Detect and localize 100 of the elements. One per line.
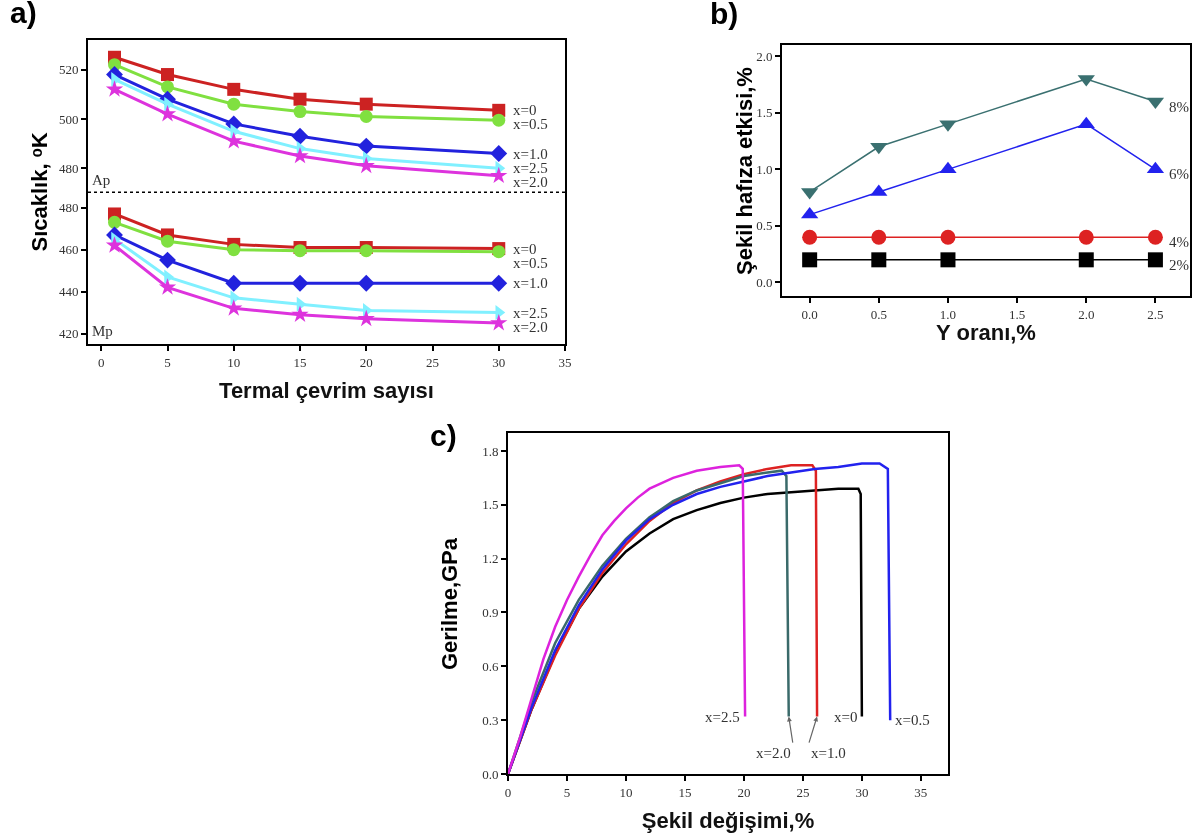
point [225, 299, 243, 316]
series-label: x=2.0 [513, 319, 548, 335]
y-tick-label: 460 [58, 242, 79, 258]
x-tick-label: 5 [563, 784, 571, 800]
point [158, 278, 177, 295]
point [357, 137, 375, 155]
series-label: x=0 [834, 709, 858, 725]
series-label: x=2.0 [756, 745, 791, 761]
point [357, 309, 375, 327]
point [293, 105, 307, 119]
y-tick-label: 2.0 [756, 48, 773, 64]
annotation: Mp [92, 323, 113, 339]
y-tick-label: 520 [58, 62, 79, 78]
series-label: x=0 [513, 102, 537, 118]
point [227, 97, 241, 111]
x-tick-label: 25 [796, 784, 810, 800]
x-tick-label: 2.5 [1147, 306, 1164, 322]
x-tick-label: 5 [164, 354, 171, 370]
y-tick-label: 1.0 [756, 161, 773, 177]
x-tick-label: 0 [504, 784, 512, 800]
point [105, 80, 124, 97]
x-tick-label: 30 [492, 354, 506, 370]
y-tick-label: 440 [58, 284, 79, 300]
series-label: x=1.0 [513, 146, 548, 162]
point [1078, 229, 1094, 245]
series-label: 8% [1169, 99, 1189, 115]
y-tick-label: 0.5 [756, 218, 773, 234]
x-tick-label: 35 [558, 354, 572, 370]
series-label: x=2.5 [705, 709, 740, 725]
x-axis-title: Şekil değişimi,% [641, 808, 815, 833]
series-label: x=0.5 [895, 712, 930, 728]
y-axis-title: Şekil hafıza etkisi,% [732, 66, 757, 275]
x-tick-label: 25 [426, 354, 439, 370]
x-tick-label: 1.5 [1008, 306, 1026, 322]
y-tick-label: 1.8 [482, 443, 499, 459]
series-label: x=2.0 [513, 174, 548, 190]
x-axis-title: Termal çevrim sayısı [219, 378, 434, 403]
annotation: Ap [92, 172, 111, 188]
x-tick-label: 20 [359, 354, 373, 370]
point [871, 252, 887, 268]
y-tick-label: 1.5 [482, 497, 499, 513]
series-label: 2% [1169, 257, 1189, 273]
series-label: 4% [1169, 234, 1189, 250]
y-tick-label: 1.5 [756, 105, 773, 121]
y-axis-title: Gerilme,GPa [437, 537, 463, 670]
point [293, 92, 307, 106]
series-label: x=1.0 [513, 275, 548, 291]
point [159, 251, 176, 269]
point [225, 274, 243, 292]
point [359, 110, 373, 123]
x-axis-title: Y oranı,% [936, 320, 1036, 345]
x-tick-label: 0.0 [801, 306, 818, 322]
y-tick-label: 500 [58, 111, 79, 127]
point [871, 229, 887, 245]
y-tick-label: 480 [58, 160, 79, 176]
point [357, 156, 375, 174]
point [105, 236, 124, 253]
x-tick-label: 15 [293, 354, 307, 370]
series-label: 6% [1169, 166, 1189, 182]
point [227, 243, 241, 257]
point [161, 234, 174, 248]
series-label: x=0.5 [513, 255, 548, 271]
series-label: x=2.5 [513, 305, 548, 321]
y-tick-label: 480 [58, 200, 79, 216]
y-axis-title: Sıcaklık, ᵒK [27, 132, 53, 252]
point [490, 313, 508, 331]
x-tick-label: 20 [737, 784, 751, 800]
y-tick-label: 0.9 [482, 605, 499, 621]
point [802, 252, 818, 268]
y-tick-label: 1.2 [482, 551, 499, 567]
point [1147, 229, 1163, 245]
x-tick-label: 0 [98, 354, 105, 370]
series-label: x=0 [513, 241, 537, 257]
point [490, 166, 508, 184]
series-label: x=2.5 [513, 160, 548, 176]
series-label: x=1.0 [811, 745, 846, 761]
point [940, 252, 956, 268]
x-tick-label: 10 [619, 784, 633, 800]
chart-title: a) [10, 0, 37, 29]
x-tick-label: 0.5 [870, 306, 887, 322]
point [940, 229, 956, 245]
point [1147, 252, 1163, 268]
point [161, 68, 174, 82]
point [225, 132, 243, 149]
x-tick-label: 1.0 [939, 306, 957, 322]
point [359, 97, 373, 111]
point [108, 215, 121, 229]
x-tick-label: 10 [227, 354, 241, 370]
point [802, 229, 818, 245]
line-series [508, 464, 747, 774]
chart-title: c) [430, 418, 457, 452]
y-tick-label: 0.6 [482, 658, 499, 674]
point [161, 80, 174, 94]
x-tick-label: 15 [678, 784, 692, 800]
point [291, 274, 309, 292]
point [227, 82, 241, 96]
point [291, 127, 309, 145]
point [490, 145, 508, 162]
series-label: x=0.5 [513, 116, 548, 132]
point [357, 274, 375, 292]
